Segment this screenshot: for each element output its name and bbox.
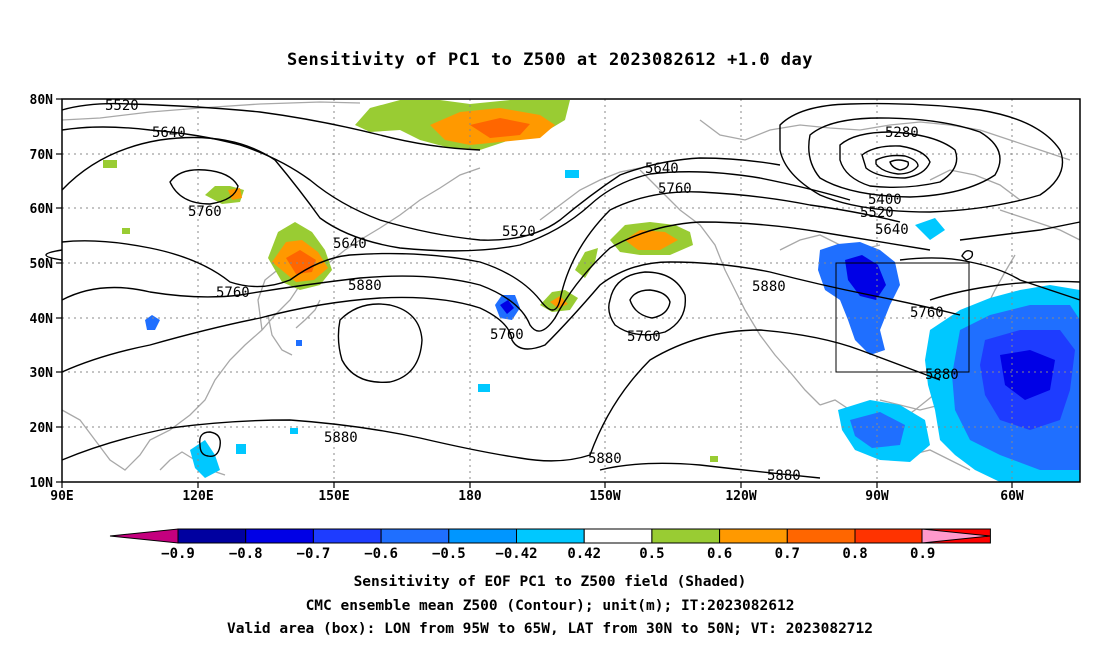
- contour-label: 5640: [875, 222, 909, 238]
- colorbar-tick-label: 0.5: [639, 546, 664, 562]
- colorbar-swatch: [245, 528, 314, 544]
- contour-label: 5760: [490, 327, 524, 343]
- colorbar-swatch: [516, 528, 585, 544]
- lon-label: 90W: [865, 489, 889, 504]
- colorbar-swatch: [312, 528, 382, 544]
- map-frame: [61, 98, 1081, 483]
- lat-label: 80N: [30, 93, 54, 108]
- z500-contours: [45, 102, 1081, 479]
- colorbar-swatch: [380, 528, 450, 544]
- colorbar-swatch: [719, 528, 788, 544]
- lat-label: 20N: [30, 421, 54, 436]
- lon-label: 150E: [318, 489, 349, 504]
- colorbar-tick-label: 0.42: [567, 546, 601, 562]
- valid-area-box: [835, 262, 970, 373]
- colorbar-tick-label: 0.9: [910, 546, 935, 562]
- caption-shaded: Sensitivity of EOF PC1 to Z500 field (Sh…: [353, 574, 747, 590]
- colorbar-tick-label: −0.5: [432, 546, 466, 562]
- shaded-sensitivity: [103, 100, 1080, 482]
- lon-label: 60W: [1000, 489, 1024, 504]
- contour-label: 5400: [868, 192, 902, 208]
- contour-label: 5880: [752, 279, 786, 295]
- contour-label: 5280: [885, 125, 919, 141]
- contour-label: 5760: [216, 285, 250, 301]
- colorbar-tick-label: 0.6: [707, 546, 732, 562]
- colorbar-left-arrow: [109, 528, 179, 544]
- lat-label: 60N: [30, 202, 54, 217]
- colorbar: −0.9 −0.8 −0.7 −0.6 −0.5 −0.42 0.42 0.5 0.6 0.7 0.…: [109, 528, 991, 562]
- contour-label: 5880: [324, 430, 358, 446]
- colorbar-swatch: [177, 528, 247, 544]
- colorbar-tick-label: −0.42: [495, 546, 537, 562]
- lon-label: 120W: [725, 489, 756, 504]
- lon-label: 180: [458, 489, 482, 504]
- colorbar-swatch: [448, 528, 517, 544]
- contour-label: 5760: [658, 181, 692, 197]
- contour-label: 5760: [910, 305, 944, 321]
- colorbar-tick-label: −0.6: [364, 546, 398, 562]
- colorbar-right-arrow: [921, 528, 991, 544]
- contour-label: 5520: [105, 98, 139, 114]
- contour-label: 5880: [348, 278, 382, 294]
- map-panel: [62, 99, 1080, 482]
- lat-label: 70N: [30, 148, 54, 163]
- caption-contour: CMC ensemble mean Z500 (Contour); unit(m…: [305, 598, 795, 614]
- axis-ticks: [56, 98, 1013, 488]
- contour-label: 5520: [860, 205, 894, 221]
- colorbar-swatch: [786, 528, 856, 544]
- contour-label: 5880: [925, 367, 959, 383]
- contour-label: 5760: [188, 204, 222, 220]
- lat-label: 40N: [30, 312, 54, 327]
- contour-label: 5640: [152, 125, 186, 141]
- contour-label: 5640: [333, 236, 367, 252]
- lat-label: 10N: [30, 476, 54, 491]
- contour-label: 5760: [627, 329, 661, 345]
- caption-valid-area: Valid area (box): LON from 95W to 65W, L…: [226, 621, 873, 637]
- colorbar-swatch: [854, 528, 924, 544]
- colorbar-tick-label: −0.7: [297, 546, 331, 562]
- contour-label: 5880: [767, 468, 801, 484]
- colorbar-tick-label: 0.7: [775, 546, 800, 562]
- colorbar-tick-label: −0.8: [229, 546, 263, 562]
- colorbar-tick-label: −0.9: [161, 546, 195, 562]
- page-title: Sensitivity of PC1 to Z500 at 2023082612…: [286, 50, 813, 70]
- lon-label: 120E: [182, 489, 213, 504]
- lon-label: 90E: [50, 489, 73, 504]
- lat-lon-grid: [62, 99, 1080, 482]
- contour-label: 5640: [645, 161, 679, 177]
- lon-label: 150W: [589, 489, 620, 504]
- contour-label: 5520: [502, 224, 536, 240]
- lat-label: 50N: [30, 257, 54, 272]
- colorbar-swatch: [583, 528, 653, 544]
- lat-label: 30N: [30, 366, 54, 381]
- colorbar-swatch: [651, 528, 721, 544]
- contour-label: 5880: [588, 451, 622, 467]
- colorbar-tick-label: 0.8: [842, 546, 867, 562]
